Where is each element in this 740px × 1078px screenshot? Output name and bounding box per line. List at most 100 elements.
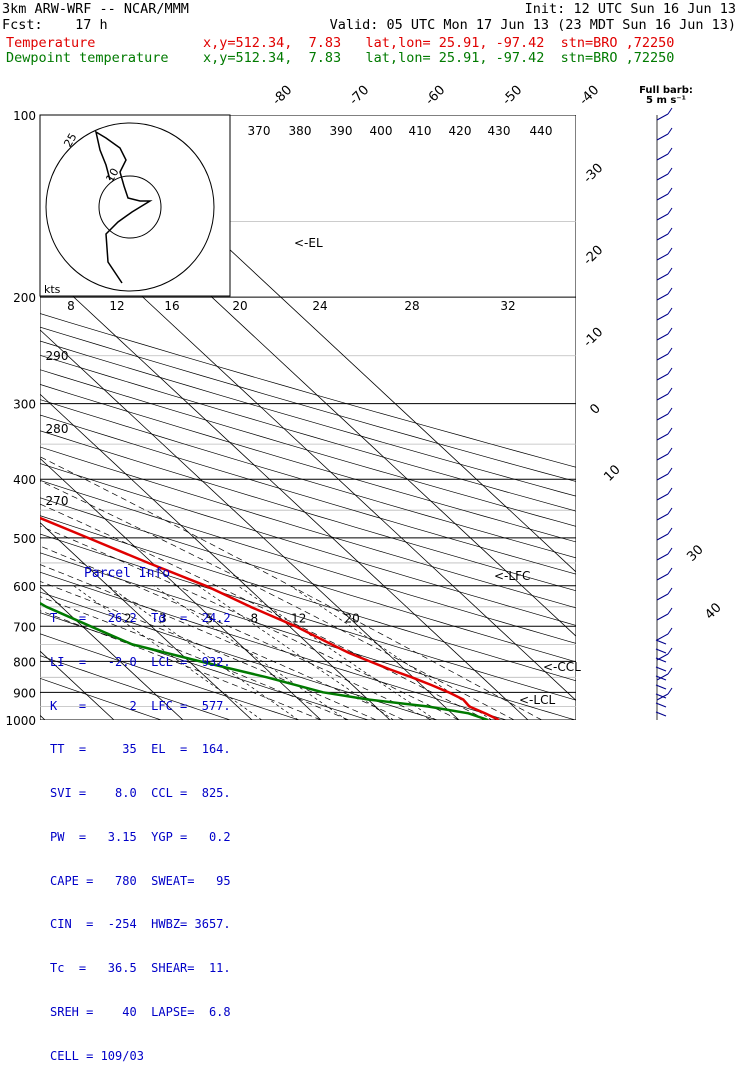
wind-barb: [656, 147, 673, 161]
wind-barb-flag: [667, 167, 673, 175]
wind-barb-staff: [656, 513, 669, 521]
wind-barb-flag: [667, 487, 673, 495]
speed-tick-label: 8: [67, 299, 75, 313]
wind-barb-staff: [656, 453, 669, 461]
wind-barb-flag: [667, 607, 673, 615]
theta-label: 400: [370, 124, 393, 138]
dry-adiabat: [40, 655, 231, 720]
theta-label: 440: [530, 124, 553, 138]
parcel-info-row: CELL = 109/03: [50, 1048, 144, 1063]
isotherm-label: -60: [423, 83, 449, 109]
barb-legend-line2: 5 m s⁻¹: [646, 95, 686, 106]
parcel-info-row: Tc = 36.5 SHEAR= 11.: [50, 961, 231, 976]
isotherm-label: -20: [581, 243, 607, 269]
pressure-label: 100: [13, 109, 36, 123]
wind-barb-staff: [656, 413, 669, 421]
pressure-label: 400: [13, 473, 36, 487]
speed-tick-label: 28: [404, 299, 419, 313]
mixing-ratio-label: 20: [344, 612, 359, 626]
wind-barb-staff: [656, 193, 669, 201]
mixing-ratio-label: 8: [251, 612, 259, 626]
mixing-ratio-line: [197, 585, 394, 720]
isotherm-line: [40, 265, 529, 720]
wind-barb: [656, 487, 673, 501]
dry-adiabat: [40, 591, 438, 720]
wind-barb: [656, 347, 673, 361]
wind-barb-flag: [667, 387, 673, 395]
wind-barb-staff: [656, 593, 669, 601]
theta-label: 390: [330, 124, 353, 138]
dry-adiabat: [40, 571, 507, 720]
wind-barb-staff: [656, 673, 669, 681]
moist-adiabat: [40, 503, 487, 720]
mixing-ratio-label: 2: [124, 612, 132, 626]
wind-barb-staff: [656, 293, 669, 301]
mixing-ratio-label: 5: [206, 612, 214, 626]
wind-barb-flag: [667, 427, 673, 435]
wind-barb: [656, 547, 673, 561]
wind-barb-flag: [667, 227, 673, 235]
wind-barb: [656, 267, 673, 281]
mixing-ratio-label: 12: [291, 612, 306, 626]
wind-barb-flag: [667, 567, 673, 575]
wind-barb: [656, 527, 673, 541]
wind-barb: [656, 307, 673, 321]
pressure-label: 200: [13, 291, 36, 305]
parcel-info-row: CIN = -254 HWBZ= 3657.: [50, 917, 231, 932]
parcel-info-row: TT = 35 EL = 164.: [50, 742, 231, 757]
wind-barb-staff: [656, 553, 669, 561]
dry-adiabat: [40, 326, 576, 482]
isotherm-label: 30: [684, 542, 706, 564]
moist-adiabat: [40, 525, 460, 720]
mixing-ratio-line: [237, 585, 436, 720]
wind-barb-lower: [655, 702, 667, 708]
wind-barb: [656, 207, 673, 221]
wind-barb-flag: [667, 327, 673, 335]
isotherm-line: [40, 522, 253, 720]
pressure-label: 700: [13, 620, 36, 634]
barb-legend: Full barb: 5 m s⁻¹: [636, 86, 696, 106]
wind-barb: [656, 607, 673, 621]
isotherm-label: -80: [270, 83, 296, 109]
wind-barb-staff: [656, 133, 669, 141]
mixing-ratio-label: 3: [159, 612, 167, 626]
wind-barb-staff: [656, 153, 669, 161]
wind-barb-staff: [656, 273, 669, 281]
mixing-ratio-line: [107, 585, 299, 720]
wind-barb: [656, 427, 673, 441]
model-title: 3km ARW-WRF -- NCAR/MMM: [2, 1, 189, 17]
parcel-info-row: T = 26.2 Td = 24.2: [50, 610, 231, 625]
wind-barb-flag: [667, 287, 673, 295]
parcel-info-row: CAPE = 780 SWEAT= 95: [50, 873, 231, 888]
moist-adiabat: [40, 610, 322, 720]
speed-tick-label: 32: [500, 299, 515, 313]
hodograph-kts-label: kts: [44, 283, 61, 296]
wind-barb-lower: [655, 693, 667, 699]
wind-barb: [656, 167, 673, 181]
parcel-info-title: Parcel Info: [84, 566, 171, 582]
sounding-curves: [40, 516, 500, 720]
dry-adiabat: [40, 446, 576, 609]
theta-label: 410: [409, 124, 432, 138]
parcel-info-row: SREH = 40 LAPSE= 6.8: [50, 1005, 231, 1019]
legend-dewpoint-info: x,y=512.34, 7.83 lat,lon= 25.91, -97.42 …: [203, 50, 675, 66]
wind-barb-flag: [667, 187, 673, 195]
wind-barb-flag: [667, 347, 673, 355]
wind-barb-lower: [655, 675, 667, 681]
hodograph-trace: [94, 130, 153, 284]
isotherm-label: -10: [581, 325, 607, 351]
wind-barb-staff: [656, 393, 669, 401]
wind-barb-staff: [656, 353, 669, 361]
moist-adiabat: [40, 480, 515, 720]
theta-label: 280: [46, 422, 69, 436]
barb-legend-line1: Full barb:: [639, 85, 693, 96]
dry-adiabat: [40, 463, 576, 626]
hodograph-ring: [45, 122, 215, 292]
wind-barb-staff: [656, 473, 669, 481]
wind-barb-staff: [656, 173, 669, 181]
dry-adiabat: [40, 633, 300, 720]
wind-barb-flag: [667, 507, 673, 515]
lcl-marker: <-LCL: [519, 693, 555, 707]
wind-barb: [656, 407, 673, 421]
